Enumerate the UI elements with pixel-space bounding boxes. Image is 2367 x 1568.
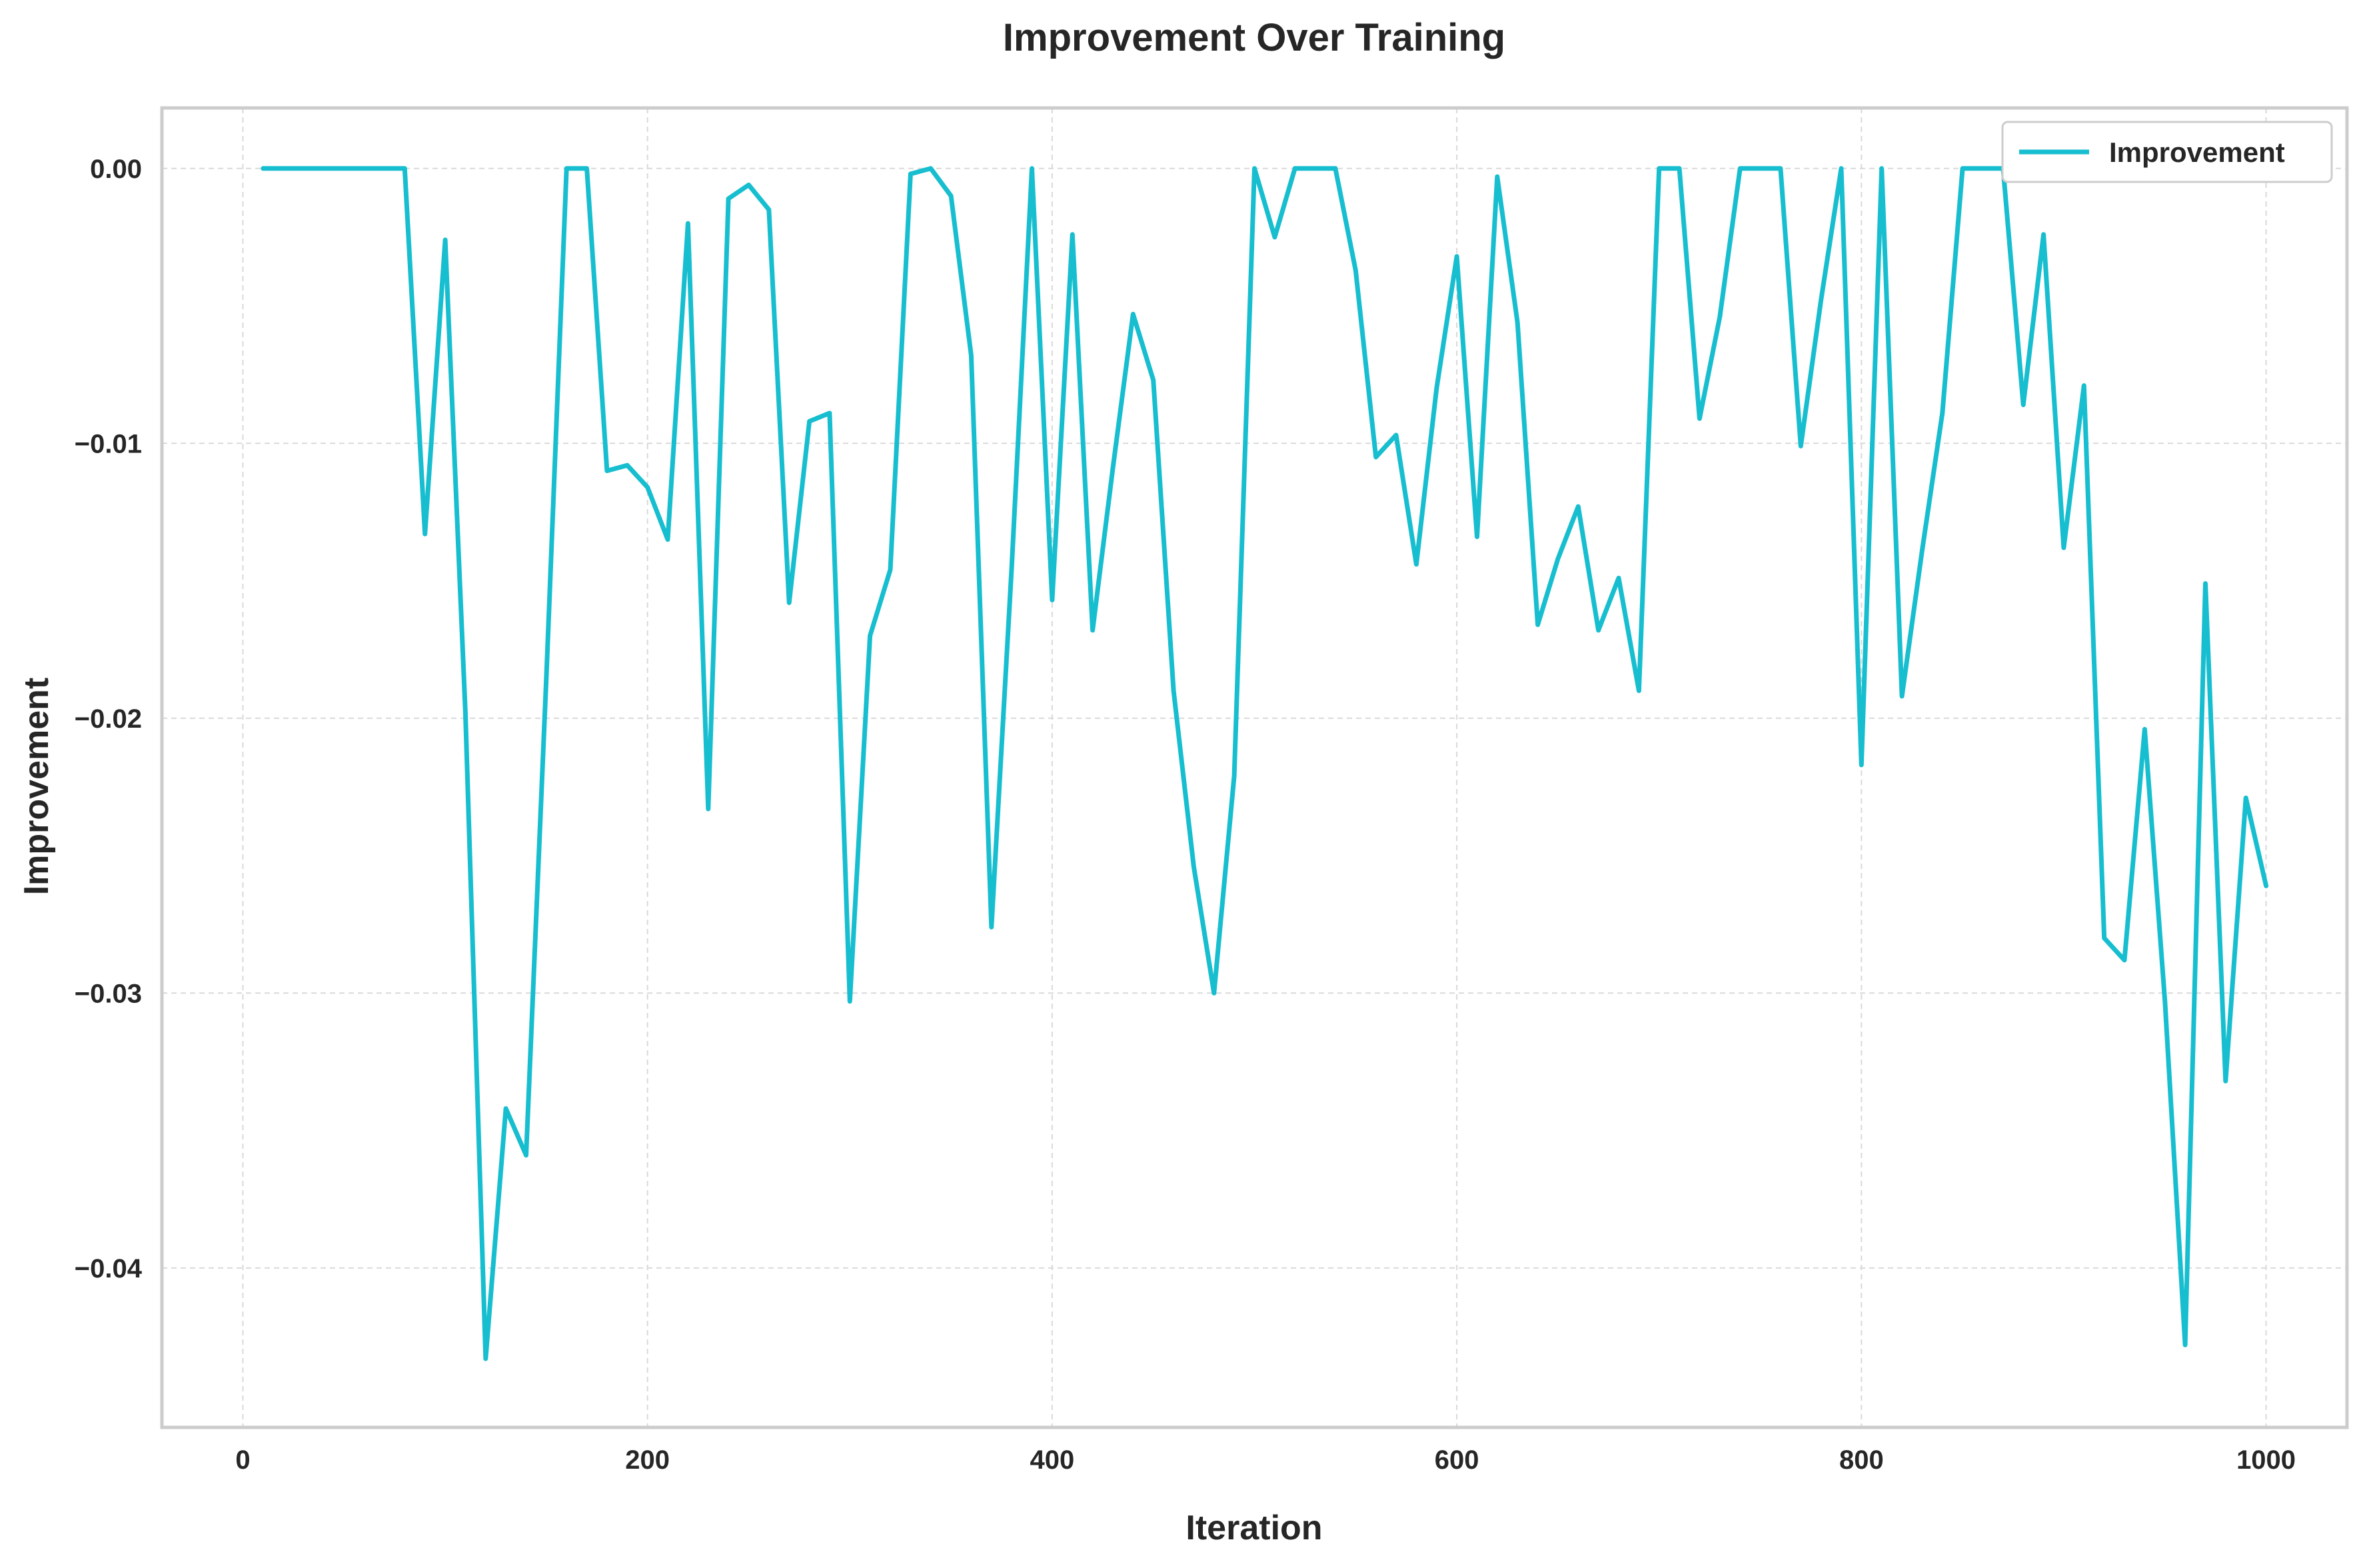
x-tick-label: 400 — [1030, 1445, 1075, 1475]
plot-area-frame — [160, 106, 2349, 1429]
series-group — [261, 166, 2269, 1361]
series-line-improvement — [261, 166, 2269, 1361]
y-axis-ticks: 0.00 −0.01 −0.02 −0.03 −0.04 — [75, 155, 143, 1283]
x-tick-label: 200 — [625, 1445, 670, 1475]
x-axis-label: Iteration — [1185, 1509, 1322, 1547]
y-tick-label: −0.04 — [75, 1254, 143, 1283]
legend: Improvement — [2001, 121, 2333, 183]
x-tick-label: 0 — [235, 1445, 250, 1475]
chart-title: Improvement Over Training — [1003, 16, 1505, 59]
y-axis-label: Improvement — [17, 678, 56, 896]
y-tick-label: −0.02 — [75, 704, 142, 734]
x-tick-label: 600 — [1435, 1445, 1479, 1475]
legend-label: Improvement — [2109, 137, 2285, 168]
y-tick-label: −0.01 — [75, 429, 142, 458]
x-tick-label: 800 — [1839, 1445, 1884, 1475]
y-tick-label: −0.03 — [75, 979, 142, 1008]
y-tick-label: 0.00 — [90, 155, 142, 184]
legend-box — [2001, 121, 2333, 183]
x-axis-ticks: 0 200 400 600 800 1000 — [235, 1445, 2296, 1475]
x-tick-label: 1000 — [2236, 1445, 2296, 1475]
